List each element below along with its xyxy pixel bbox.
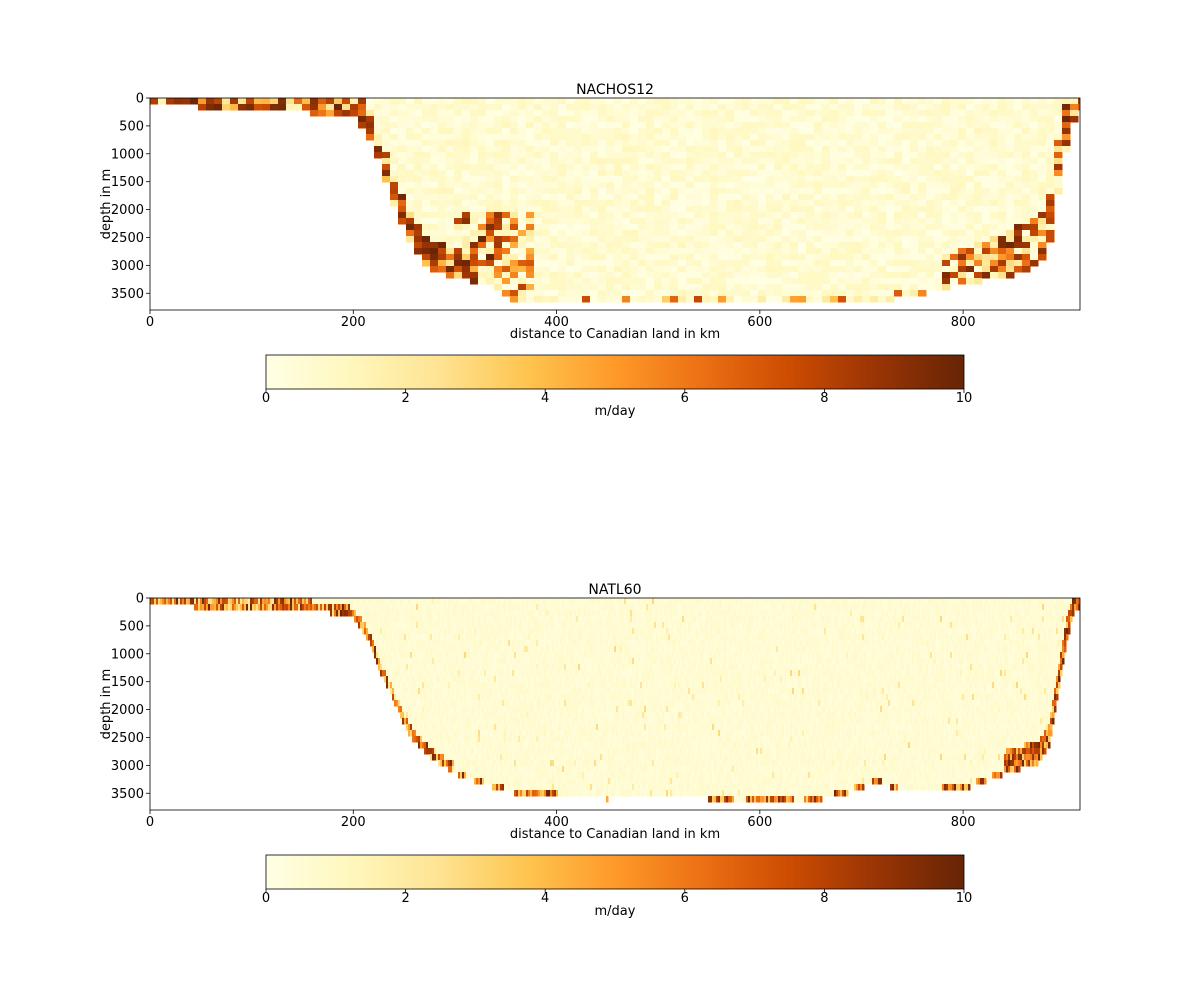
y-axis-label: depth in m — [99, 169, 114, 240]
y-tick-label: 1000 — [111, 147, 144, 162]
colorbar-label: m/day — [595, 404, 636, 419]
colorbar-tick-label: 8 — [820, 391, 828, 406]
y-tick-label: 1000 — [111, 647, 144, 662]
y-tick-label: 2500 — [111, 731, 144, 746]
x-axis-label: distance to Canadian land in km — [510, 827, 720, 842]
colorbar-tick-label: 6 — [681, 391, 689, 406]
x-tick-label: 200 — [341, 815, 366, 830]
x-axis-label: distance to Canadian land in km — [510, 327, 720, 342]
colorbar-tick-label: 10 — [956, 891, 973, 906]
colorbar — [265, 354, 965, 390]
x-tick-label: 0 — [146, 815, 154, 830]
colorbar-tick-label: 2 — [401, 891, 409, 906]
chart-title: NACHOS12 — [576, 82, 654, 98]
colorbar-label: m/day — [595, 904, 636, 919]
plot-frame — [149, 597, 1081, 811]
chart-panel-1: NACHOS12 0 200 400 600 800 0 500 1000 1500 2000 250… — [99, 82, 1081, 419]
y-tick-label: 2000 — [111, 703, 144, 718]
y-tick-label: 1500 — [111, 675, 144, 690]
colorbar-tick-label: 10 — [956, 391, 973, 406]
y-tick-label: 0 — [136, 592, 144, 607]
y-tick-label: 3000 — [111, 759, 144, 774]
x-tick-label: 600 — [747, 315, 772, 330]
colorbar-tick-label: 4 — [541, 891, 549, 906]
x-tick-label: 600 — [747, 815, 772, 830]
plot-frame — [149, 97, 1081, 311]
colorbar-tick-label: 8 — [820, 891, 828, 906]
colorbar-tick-label: 4 — [541, 391, 549, 406]
chart-title: NATL60 — [588, 582, 641, 598]
y-tick-label: 1500 — [111, 175, 144, 190]
chart-panel-2: NATL60 0 200 400 600 800 0 500 1000 1500 2000 2500 3… — [99, 582, 1081, 919]
y-tick-label: 3500 — [111, 787, 144, 802]
x-tick-label: 200 — [341, 315, 366, 330]
y-tick-label: 500 — [119, 119, 144, 134]
y-tick-label: 3500 — [111, 287, 144, 302]
y-tick-label: 0 — [136, 92, 144, 107]
x-tick-label: 400 — [544, 315, 569, 330]
x-tick-label: 800 — [951, 315, 976, 330]
x-tick-label: 400 — [544, 815, 569, 830]
y-tick-label: 2000 — [111, 203, 144, 218]
x-tick-label: 800 — [951, 815, 976, 830]
colorbar-tick-label: 6 — [681, 891, 689, 906]
y-tick-label: 3000 — [111, 259, 144, 274]
heatmap-field — [150, 98, 1080, 303]
colorbar-tick-label: 0 — [262, 391, 270, 406]
y-tick-label: 500 — [119, 619, 144, 634]
colorbar — [265, 854, 965, 890]
colorbar-tick-label: 2 — [401, 391, 409, 406]
y-tick-label: 2500 — [111, 231, 144, 246]
y-axis-label: depth in m — [99, 669, 114, 740]
heatmap-field — [150, 598, 1080, 803]
colorbar-tick-label: 0 — [262, 891, 270, 906]
x-tick-label: 0 — [146, 315, 154, 330]
